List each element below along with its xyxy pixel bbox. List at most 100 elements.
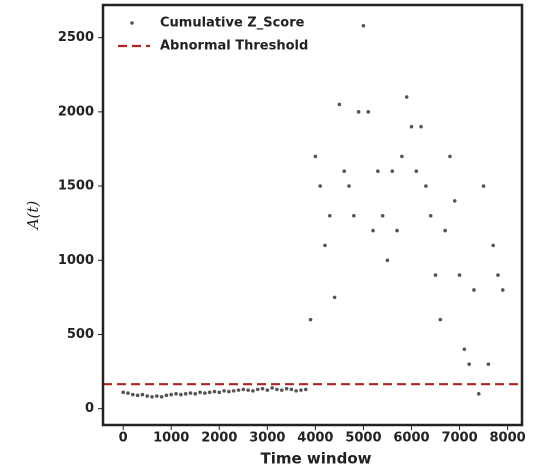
point — [424, 184, 428, 188]
point — [356, 110, 361, 114]
point — [255, 387, 260, 392]
point — [126, 391, 130, 395]
point — [265, 388, 270, 392]
point — [496, 273, 500, 277]
point — [428, 213, 433, 218]
point — [438, 317, 443, 322]
point — [203, 391, 207, 395]
point — [491, 243, 495, 248]
x-tick-label: 3000 — [249, 431, 285, 446]
point — [275, 387, 279, 392]
point — [294, 389, 298, 393]
legend-marker — [130, 21, 134, 25]
point — [308, 317, 313, 322]
point — [279, 388, 284, 392]
y-axis-label: A(t) — [24, 201, 42, 232]
point — [270, 386, 274, 390]
legend-label: Cumulative Z_Score — [160, 16, 305, 31]
point — [174, 392, 178, 396]
point — [130, 392, 135, 397]
point — [448, 154, 452, 159]
point — [371, 228, 375, 233]
point — [121, 390, 125, 395]
point — [284, 386, 289, 391]
point — [395, 228, 399, 233]
y-tick-label: 1500 — [58, 179, 94, 194]
point — [241, 387, 246, 392]
plot-frame — [101, 3, 524, 427]
y-tick-label: 0 — [85, 401, 94, 416]
point — [462, 347, 467, 352]
point — [414, 169, 419, 174]
point — [342, 169, 347, 174]
point — [159, 395, 164, 399]
point — [390, 169, 395, 174]
point — [140, 392, 145, 397]
point — [486, 362, 491, 366]
point — [164, 393, 169, 398]
x-tick-label: 7000 — [441, 431, 477, 446]
point — [289, 387, 294, 392]
point — [198, 390, 202, 395]
x-tick-label: 1000 — [153, 431, 189, 446]
point — [400, 154, 404, 159]
point — [150, 395, 154, 399]
point — [313, 154, 318, 159]
x-tick-label: 2000 — [201, 431, 237, 446]
point — [419, 124, 423, 129]
point — [183, 392, 188, 396]
point — [472, 288, 476, 292]
point — [457, 273, 462, 277]
point — [352, 213, 356, 218]
point — [476, 392, 481, 396]
point — [135, 393, 140, 398]
y-tick-label: 2500 — [58, 30, 94, 45]
x-axis-label: Time window — [261, 450, 372, 468]
point — [337, 102, 342, 107]
y-tick-label: 500 — [67, 327, 94, 342]
point — [409, 124, 414, 129]
point — [481, 184, 486, 188]
point — [327, 213, 332, 218]
point — [433, 273, 438, 277]
x-tick-label: 6000 — [393, 431, 429, 446]
point — [299, 388, 303, 392]
point — [366, 110, 371, 114]
point — [452, 199, 457, 203]
x-tick-label: 8000 — [489, 431, 525, 446]
point — [145, 394, 150, 398]
point — [251, 389, 255, 393]
point — [303, 387, 308, 392]
point — [347, 184, 351, 188]
point — [246, 388, 250, 392]
point — [500, 288, 505, 292]
point — [188, 391, 193, 395]
point — [169, 392, 174, 397]
point — [332, 295, 337, 300]
point — [217, 390, 222, 395]
point — [361, 23, 366, 28]
point — [179, 392, 183, 397]
point — [380, 213, 385, 218]
point — [193, 392, 198, 396]
x-tick-label: 0 — [119, 431, 128, 446]
x-tick-label: 4000 — [297, 431, 333, 446]
x-tick-label: 5000 — [345, 431, 381, 446]
point — [404, 95, 409, 99]
point — [318, 184, 322, 188]
y-tick-label: 2000 — [58, 104, 94, 119]
point — [236, 388, 241, 392]
legend-label: Abnormal Threshold — [160, 39, 308, 54]
point — [467, 362, 471, 366]
point — [443, 228, 447, 233]
point — [231, 389, 236, 393]
point — [385, 258, 390, 263]
y-tick-label: 1000 — [58, 253, 94, 268]
point — [155, 394, 159, 398]
point — [222, 389, 226, 393]
point — [260, 386, 265, 391]
point — [227, 389, 231, 394]
point — [207, 390, 212, 395]
